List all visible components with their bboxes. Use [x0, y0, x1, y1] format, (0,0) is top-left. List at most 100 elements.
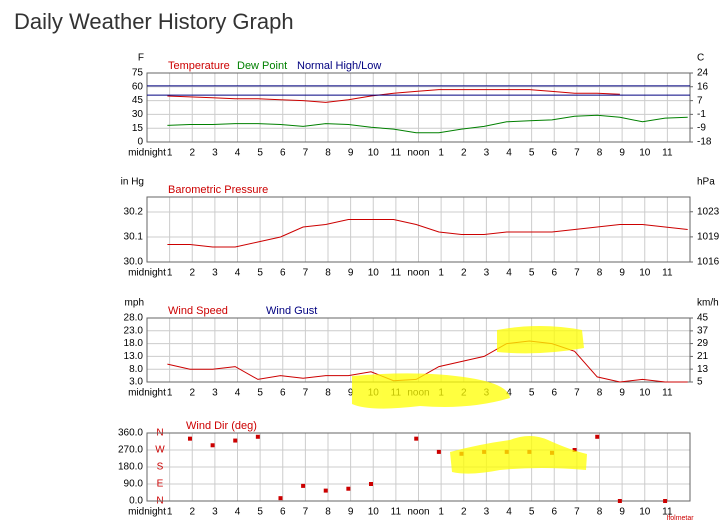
- x-tick-label: 11: [662, 507, 673, 518]
- series-line: [167, 114, 688, 134]
- y-axis-unit: in Hg: [121, 177, 144, 188]
- x-tick-label: 9: [619, 268, 625, 279]
- x-tick-label: 7: [574, 507, 580, 518]
- point: [323, 488, 328, 493]
- x-tick-label: 4: [235, 388, 241, 399]
- x-tick-label: 11: [391, 148, 402, 159]
- x-tick-label: 4: [506, 388, 512, 399]
- x-tick-label: 3: [484, 268, 490, 279]
- y2-tick-label: 1023: [697, 206, 720, 217]
- x-tick-label: 7: [574, 268, 580, 279]
- y2-tick-label: 1016: [697, 257, 720, 268]
- x-tick-label: 5: [257, 388, 263, 399]
- x-tick-label: 6: [551, 507, 557, 518]
- series-line: [167, 89, 620, 103]
- legend-entry: Wind Dir (deg): [186, 420, 257, 432]
- y2-tick-label: 37: [697, 326, 709, 337]
- x-tick-label: 8: [325, 148, 331, 159]
- x-tick-label: 2: [461, 507, 467, 518]
- x-tick-label: 4: [235, 268, 241, 279]
- plot-frame: [146, 432, 691, 502]
- x-tick-label: midnight: [128, 507, 166, 518]
- x-tick-label: 5: [529, 507, 535, 518]
- x-tick-label: 4: [235, 148, 241, 159]
- point: [663, 499, 668, 503]
- x-tick-label: 8: [325, 507, 331, 518]
- x-tick-label: 2: [189, 507, 195, 518]
- charts: midnight 1 2 3 4 5 6 7 8 9 10 11 noon 1 2 3 4 5 6 7 8 9 10 1175…: [118, 53, 720, 518]
- x-tick-label: 10: [368, 507, 380, 518]
- x-tick-label: 6: [551, 268, 557, 279]
- y2-tick-label: -9: [697, 123, 706, 134]
- x-tick-label: 8: [325, 388, 331, 399]
- legend-entry: Barometric Pressure: [168, 184, 268, 196]
- x-tick-label: 3: [212, 268, 218, 279]
- x-tick-label: 6: [280, 148, 286, 159]
- x-tick-label: 7: [574, 148, 580, 159]
- x-tick-label: 5: [257, 507, 263, 518]
- y-tick-label: 45: [132, 95, 144, 106]
- y2-tick-label: 1019: [697, 232, 720, 243]
- x-tick-label: 5: [529, 388, 535, 399]
- highlight: [497, 326, 584, 354]
- series-line: [167, 340, 688, 383]
- y2-tick-label: 21: [697, 351, 709, 362]
- direction-label: E: [157, 479, 164, 490]
- x-tick-label: 1: [167, 507, 173, 518]
- x-tick-label: 10: [368, 148, 380, 159]
- y-tick-label: 28.0: [124, 313, 144, 324]
- y-tick-label: 30.2: [124, 207, 144, 218]
- x-tick-label: 8: [597, 148, 603, 159]
- footer-note: Ifolmetar: [666, 515, 694, 522]
- x-tick-label: 11: [662, 388, 673, 399]
- x-tick-label: 3: [484, 148, 490, 159]
- highlights: [352, 326, 587, 474]
- y2-tick-label: 5: [697, 377, 703, 388]
- point: [346, 486, 351, 491]
- y-tick-label: 30.1: [124, 232, 144, 243]
- x-tick-label: 7: [303, 388, 309, 399]
- x-tick-label: 3: [484, 507, 490, 518]
- y2-tick-label: 7: [697, 95, 703, 106]
- plot-frame: [146, 196, 691, 263]
- y-tick-label: 13.0: [124, 351, 144, 362]
- y-tick-label: 30: [132, 109, 144, 120]
- x-tick-label: 9: [348, 507, 354, 518]
- x-tick-label: 10: [639, 148, 651, 159]
- x-tick-label: 6: [280, 268, 286, 279]
- x-tick-label: noon: [407, 148, 429, 159]
- x-tick-label: 4: [506, 148, 512, 159]
- x-tick-label: midnight: [128, 148, 166, 159]
- x-tick-label: 2: [461, 268, 467, 279]
- x-tick-label: noon: [407, 268, 429, 279]
- x-tick-label: 7: [303, 507, 309, 518]
- y-tick-label: 270.0: [118, 445, 143, 456]
- y-tick-label: 180.0: [118, 462, 143, 473]
- y2-tick-label: -18: [697, 137, 712, 148]
- y-tick-label: 8.0: [129, 364, 143, 375]
- x-tick-label: 4: [506, 507, 512, 518]
- x-tick-label: 1: [167, 388, 173, 399]
- y2-tick-label: 24: [697, 68, 709, 79]
- x-tick-label: 8: [597, 268, 603, 279]
- x-tick-label: 11: [662, 148, 673, 159]
- page-title: Daily Weather History Graph: [14, 9, 294, 34]
- x-tick-label: 7: [303, 268, 309, 279]
- x-tick-label: 4: [235, 507, 241, 518]
- legend-entry: Wind Speed: [168, 305, 228, 317]
- y-tick-label: 0.0: [129, 496, 143, 507]
- x-tick-label: 8: [597, 388, 603, 399]
- x-tick-label: 2: [461, 148, 467, 159]
- y2-axis-unit: km/h: [697, 298, 719, 309]
- point: [617, 499, 622, 503]
- x-tick-label: 10: [639, 268, 651, 279]
- x-tick-label: 1: [167, 268, 173, 279]
- x-tick-label: 8: [325, 268, 331, 279]
- x-tick-label: 3: [212, 388, 218, 399]
- x-tick-label: 2: [189, 148, 195, 159]
- y2-axis-unit: C: [697, 53, 704, 64]
- x-tick-label: 11: [391, 268, 402, 279]
- x-tick-label: 9: [619, 507, 625, 518]
- x-tick-label: 9: [348, 388, 354, 399]
